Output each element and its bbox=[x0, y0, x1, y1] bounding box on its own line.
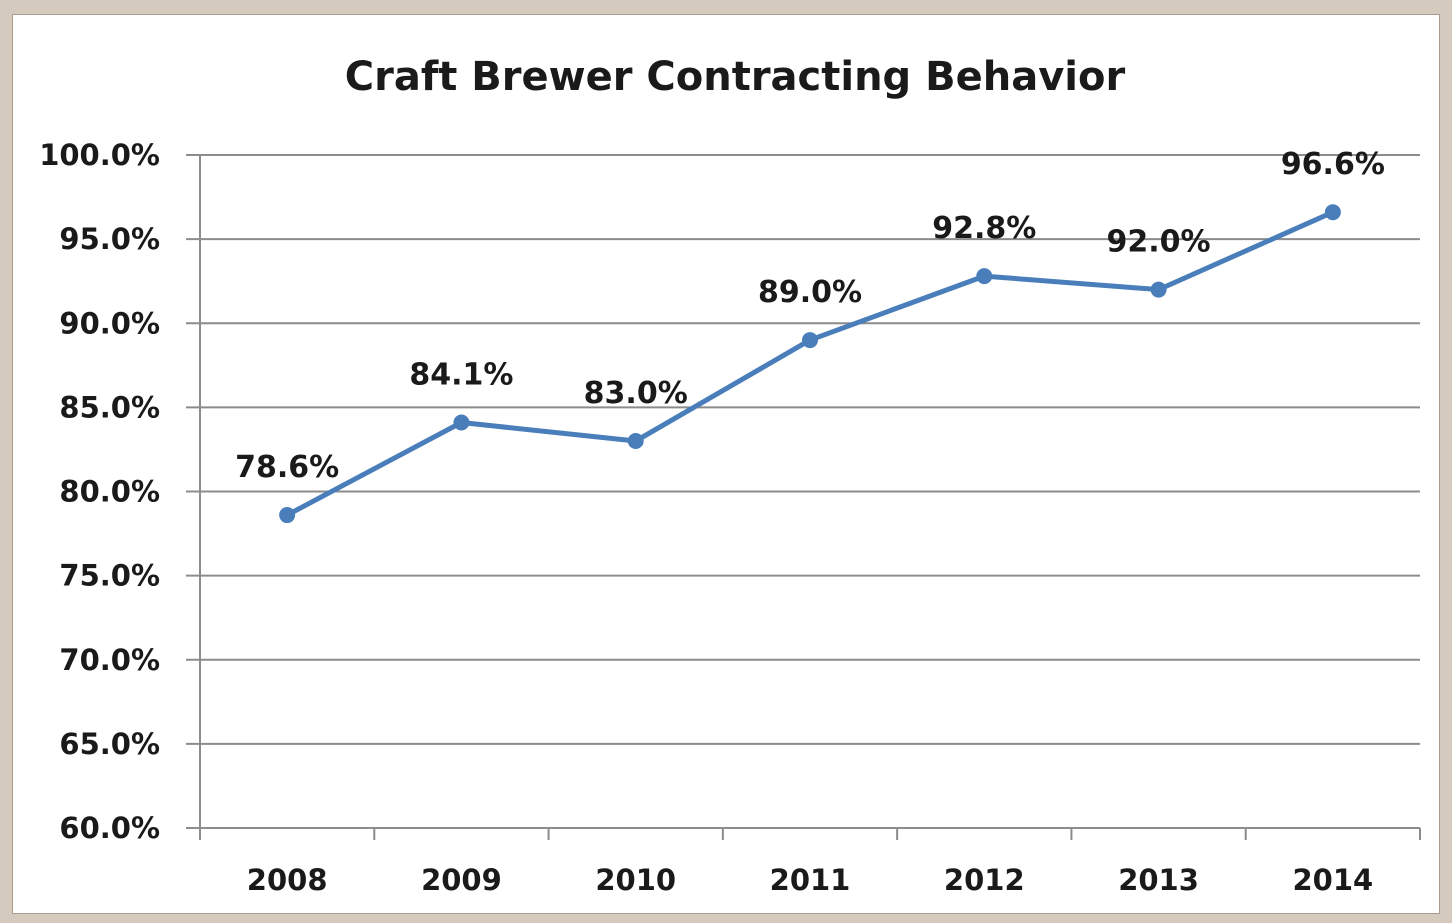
data-label: 89.0% bbox=[758, 275, 862, 310]
y-tick-label: 100.0% bbox=[39, 138, 160, 172]
data-points bbox=[279, 204, 1341, 524]
data-label: 84.1% bbox=[409, 358, 513, 393]
data-label: 83.0% bbox=[584, 376, 688, 411]
data-label: 78.6% bbox=[235, 450, 339, 485]
y-tick-label: 70.0% bbox=[59, 643, 160, 677]
y-tick-labels: 60.0% 65.0% 70.0% 75.0% 80.0% 85.0% 90.0% 95.0%… bbox=[39, 138, 160, 845]
y-tick-label: 65.0% bbox=[59, 727, 160, 761]
y-tick-label: 90.0% bbox=[59, 306, 160, 340]
data-labels: 78.6% 84.1% 83.0% 89.0% 92.8% 92.0% 96.6% bbox=[235, 147, 1385, 485]
x-tick-labels: 2008 2009 2010 2011 2012 2013 2014 bbox=[247, 863, 1373, 897]
y-tick-label: 80.0% bbox=[59, 475, 160, 509]
data-label: 92.8% bbox=[932, 211, 1036, 246]
y-tick-label: 95.0% bbox=[59, 222, 160, 256]
chart-panel bbox=[12, 14, 1440, 914]
data-label: 92.0% bbox=[1107, 225, 1211, 260]
data-point bbox=[1324, 204, 1341, 221]
data-point bbox=[453, 414, 470, 431]
data-point bbox=[279, 507, 296, 524]
x-tick-label: 2009 bbox=[421, 863, 502, 897]
x-tick-label: 2013 bbox=[1118, 863, 1199, 897]
axes bbox=[186, 154, 1421, 840]
gridlines bbox=[200, 154, 1420, 745]
data-point bbox=[802, 332, 818, 349]
y-tick-label: 60.0% bbox=[59, 811, 160, 845]
x-tick-label: 2008 bbox=[247, 863, 328, 897]
data-point bbox=[1150, 281, 1167, 298]
x-tick-label: 2010 bbox=[595, 863, 676, 897]
chart-title: Craft Brewer Contracting Behavior bbox=[345, 54, 1126, 100]
data-point bbox=[627, 433, 644, 450]
data-label: 96.6% bbox=[1281, 147, 1385, 182]
y-tick-label: 75.0% bbox=[59, 559, 160, 593]
x-tick-label: 2014 bbox=[1292, 863, 1373, 897]
x-tick-label: 2012 bbox=[944, 863, 1025, 897]
x-tick-label: 2011 bbox=[770, 863, 851, 897]
data-point bbox=[976, 268, 993, 285]
y-tick-label: 85.0% bbox=[59, 390, 160, 424]
